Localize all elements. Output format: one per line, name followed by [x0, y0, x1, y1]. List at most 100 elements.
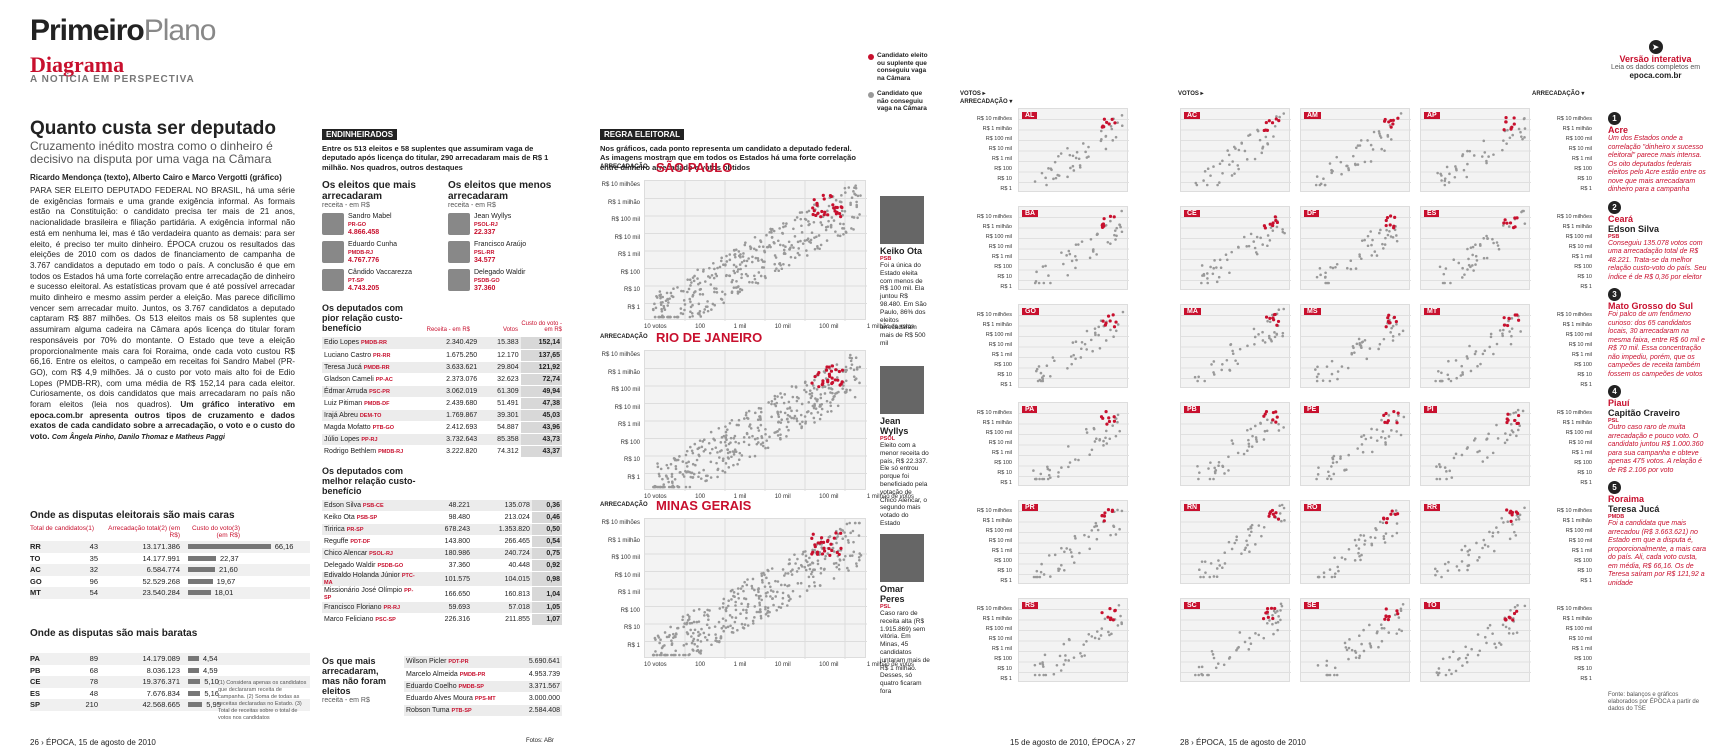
total: 19.376.371: [142, 677, 180, 687]
elected-dot: [816, 211, 820, 215]
elected-dot: [1272, 318, 1276, 322]
candidate-dot: [732, 463, 735, 467]
candidate-dot: [746, 417, 750, 420]
candidates: 32: [89, 565, 98, 575]
candidate-dot: [849, 201, 852, 205]
elected-dot: [1509, 519, 1513, 523]
candidate-dot: [724, 609, 728, 613]
candidate-dot: [1057, 154, 1060, 158]
candidate-dot: [799, 217, 803, 221]
candidate-dot: [703, 610, 707, 614]
candidate-dot: [1350, 351, 1354, 355]
candidate-dot: [774, 579, 777, 583]
candidate-dot: [696, 638, 700, 642]
elected-dot: [828, 553, 832, 557]
candidate-dot: [1369, 436, 1373, 439]
candidate-dot: [813, 404, 816, 408]
candidate-dot: [1373, 536, 1377, 540]
elected-dot: [1392, 315, 1397, 319]
state-code: CE: [30, 677, 41, 687]
candidate-dot: [724, 436, 728, 440]
interactive-link[interactable]: epoca.com.br: [1629, 71, 1682, 80]
elected-dot: [1393, 512, 1398, 516]
candidate-dot: [1212, 575, 1216, 578]
candidate-dot: [793, 256, 797, 260]
candidate-dot: [703, 636, 707, 639]
candidate-dot: [1402, 415, 1406, 419]
elected-dot: [824, 368, 829, 372]
candidate-dot: [1353, 351, 1356, 354]
x-tick: 10 votos: [644, 324, 667, 330]
state-label: AP: [1424, 112, 1440, 119]
candidate-dot: [805, 384, 809, 387]
candidate-dot: [1343, 469, 1346, 472]
deputy-name: Delegado Waldir: [324, 562, 378, 570]
candidate-dot: [669, 315, 672, 319]
candidate-dot: [1227, 469, 1230, 472]
party-tag: PSL: [1608, 418, 1619, 424]
candidate-dot: [1233, 172, 1236, 175]
candidate-dot: [1395, 239, 1399, 243]
votos-label: VOTOS ▸: [960, 91, 986, 97]
candidate-dot: [710, 274, 714, 277]
candidate-dot: [698, 313, 701, 316]
table-row: Francisco Floriano PR-RJ 59.693 57.018 1,05: [322, 601, 562, 615]
candidate-dot: [1118, 223, 1121, 226]
state-scatter: CE: [1180, 206, 1291, 290]
candidate-dot: [1083, 654, 1086, 657]
candidate-dot: [847, 541, 850, 544]
candidate-dot: [1268, 239, 1272, 242]
candidate-dot: [836, 404, 840, 408]
candidate-dot: [1221, 566, 1224, 570]
candidate-dot: [1065, 547, 1069, 550]
party-tag: PP-RJ: [361, 436, 378, 443]
y-tick: R$ 1 milhão: [607, 199, 640, 206]
y-tick: R$ 1: [1580, 284, 1592, 290]
candidate-dot: [1234, 359, 1237, 362]
candidate-dot: [683, 303, 687, 306]
elected-dot: [1271, 223, 1275, 228]
elected-dot: [1275, 323, 1279, 327]
elected-dot: [1502, 128, 1506, 132]
candidate-dot: [1466, 568, 1469, 572]
candidate-dot: [729, 589, 733, 593]
candidate-dot: [1328, 379, 1332, 383]
candidate-dot: [813, 378, 816, 382]
candidate-dot: [832, 219, 836, 222]
elected-dot: [1387, 120, 1391, 124]
candidate-dot: [844, 365, 848, 369]
candidate-dot: [800, 426, 803, 430]
elected-dot: [1391, 122, 1395, 126]
candidate-dot: [1116, 413, 1120, 417]
candidate-dot: [1507, 631, 1511, 635]
candidate-dot: [1105, 442, 1109, 445]
candidate-dot: [831, 391, 834, 395]
note-text: Outro caso raro de muita arrecadação e p…: [1608, 424, 1704, 474]
elected-dot: [1502, 316, 1506, 320]
candidate-dot: [1380, 435, 1383, 439]
candidate-dot: [759, 407, 763, 410]
candidate-dot: [787, 595, 791, 599]
elected-dot: [814, 213, 818, 218]
candidate-dot: [1280, 519, 1283, 523]
candidate-dot: [800, 231, 804, 234]
candidate-dot: [685, 465, 689, 468]
candidate-dot: [1235, 538, 1238, 542]
candidate-dot: [1510, 334, 1513, 338]
candidate-dot: [1072, 353, 1075, 357]
candidate-dot: [1077, 157, 1081, 161]
candidate-dot: [740, 276, 743, 280]
y-tick: R$ 1: [1580, 676, 1592, 682]
party-tag: PDT-PR: [448, 659, 469, 666]
candidate-dot: [1229, 343, 1232, 347]
candidate-dot: [761, 444, 765, 448]
candidate-dot: [1523, 506, 1526, 510]
candidate-dot: [1217, 275, 1221, 279]
candidate-dot: [714, 633, 717, 636]
candidate-dot: [786, 584, 789, 588]
candidate-dot: [807, 223, 810, 227]
candidate-dot: [1231, 442, 1235, 445]
candidate-dot: [810, 570, 814, 574]
candidate-dot: [809, 238, 813, 242]
candidate-dot: [1378, 132, 1381, 135]
